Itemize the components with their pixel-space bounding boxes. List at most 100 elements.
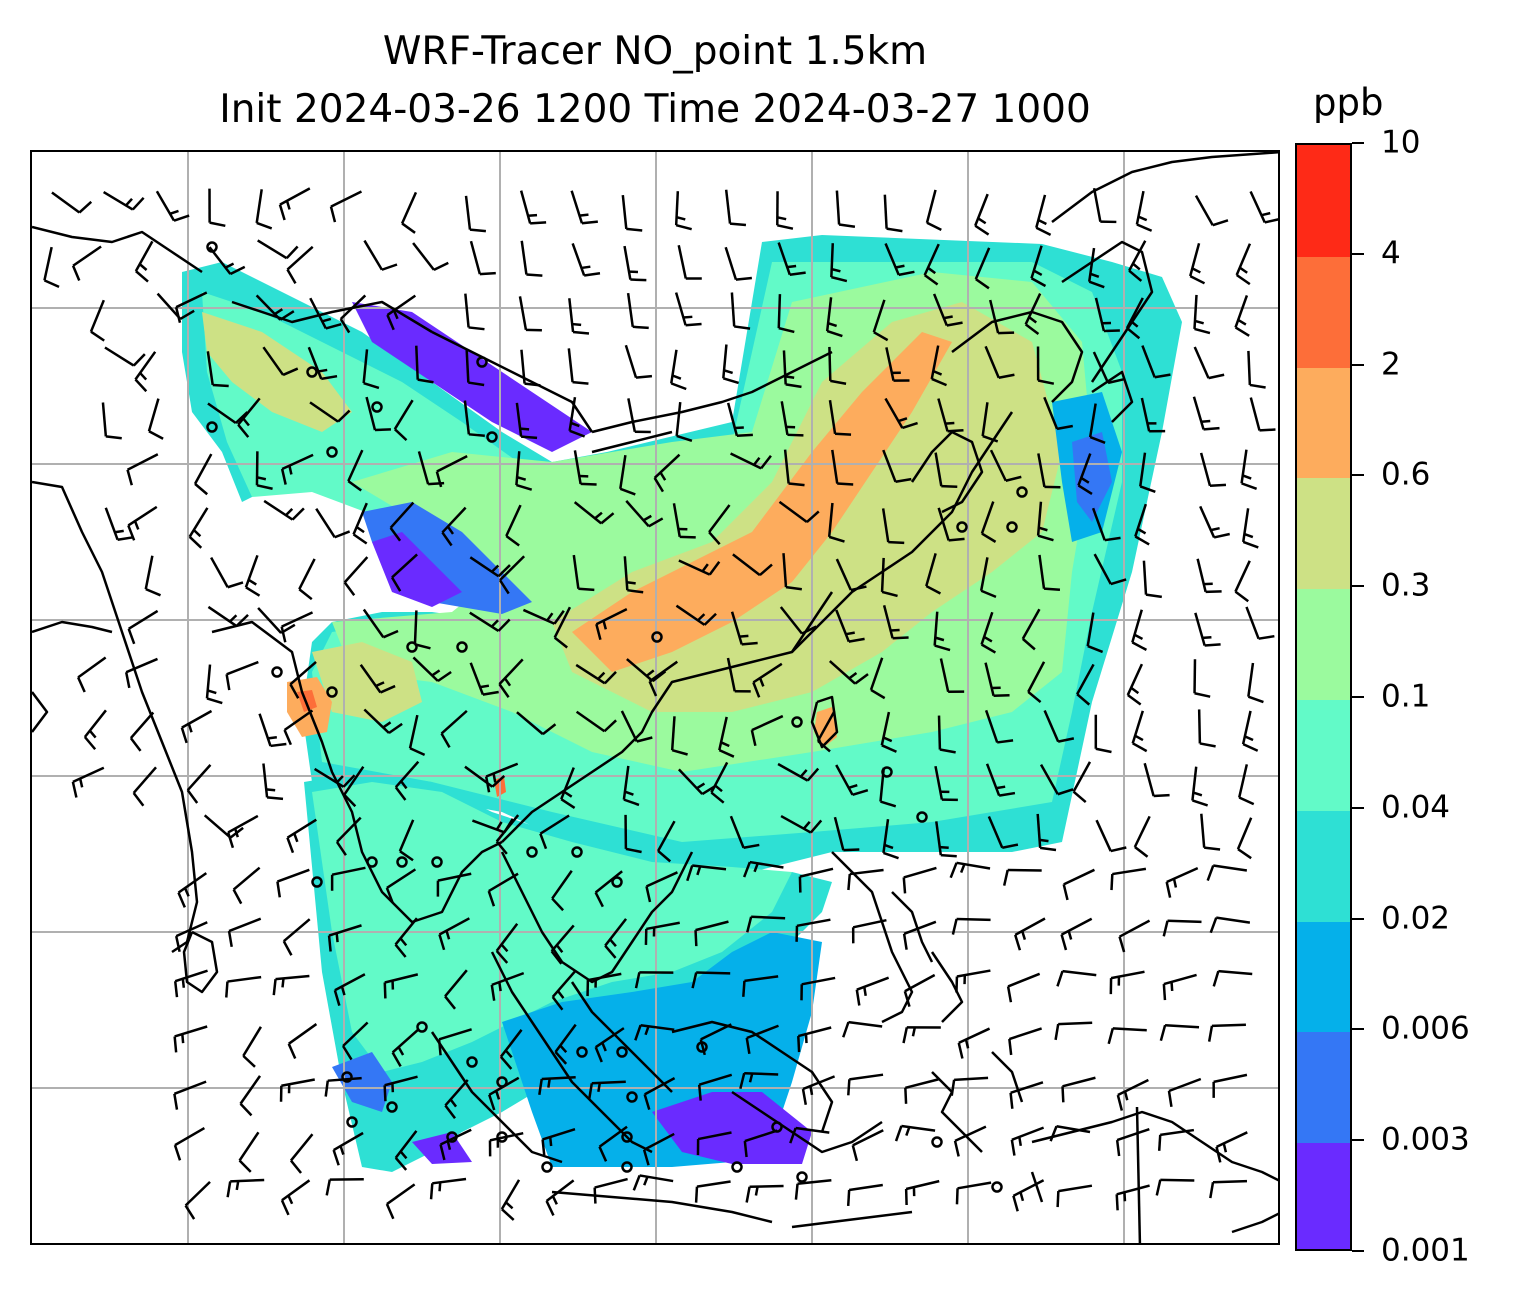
wind-barb xyxy=(363,708,403,735)
colorbar-tick-mark xyxy=(1352,1250,1364,1252)
wind-barb xyxy=(1209,916,1251,934)
wind-barb xyxy=(1189,242,1206,285)
wind-barb xyxy=(394,1130,418,1171)
calm-wind-marker xyxy=(486,431,498,443)
wind-barb xyxy=(653,453,681,493)
wind-barb xyxy=(902,1026,941,1044)
coastline xyxy=(490,951,653,1154)
calm-wind-marker xyxy=(611,876,623,888)
wind-barb xyxy=(632,1174,674,1191)
wind-barb xyxy=(835,764,869,797)
wind-barb xyxy=(627,398,651,434)
wind-barb xyxy=(1088,403,1106,444)
wind-barb xyxy=(935,821,957,858)
wind-barb xyxy=(586,972,622,997)
wind-barb xyxy=(718,716,735,758)
wind-barb xyxy=(500,1179,521,1221)
wind-barb xyxy=(643,1077,676,1111)
colorbar-tick-mark xyxy=(1352,474,1364,477)
map-title-line1: WRF-Tracer NO_point 1.5km xyxy=(382,29,928,74)
wind-barb xyxy=(413,610,431,650)
wind-barb xyxy=(282,918,311,956)
wind-barb xyxy=(678,559,721,576)
wind-barb xyxy=(51,191,93,214)
wind-barb xyxy=(987,816,1019,849)
wind-barb xyxy=(257,239,299,260)
wind-barb xyxy=(1249,191,1278,224)
wind-barb xyxy=(724,246,752,281)
wind-barb xyxy=(242,1026,262,1068)
wind-barb xyxy=(515,451,533,491)
wind-barb xyxy=(672,503,696,539)
colorbar-segment xyxy=(1297,145,1350,257)
wind-barb xyxy=(949,861,991,879)
wind-barb xyxy=(232,866,261,905)
wind-barb xyxy=(129,711,155,752)
colorbar-segment xyxy=(1297,255,1350,368)
wind-barb xyxy=(674,292,702,327)
wind-barb xyxy=(1002,868,1042,886)
wind-barb xyxy=(262,763,284,801)
wind-barb xyxy=(289,1133,314,1174)
coastline xyxy=(671,1020,834,1133)
wind-barb xyxy=(438,917,470,951)
colorbar-tick-mark xyxy=(1352,1139,1364,1142)
wind-barb xyxy=(1143,762,1170,798)
wind-barb xyxy=(363,239,398,271)
wind-barb xyxy=(789,1126,830,1144)
colorbar-tick-label: 0.6 xyxy=(1381,456,1431,493)
wind-barb xyxy=(1194,195,1229,227)
wind-barb xyxy=(1140,397,1166,433)
concentration-region xyxy=(572,332,952,672)
wind-barb xyxy=(739,1071,779,1090)
wind-barb xyxy=(225,975,262,998)
wind-barb xyxy=(879,767,897,808)
wind-barb xyxy=(1165,866,1199,898)
wind-barb xyxy=(498,555,526,595)
calm-wind-marker xyxy=(616,1046,628,1058)
concentration-region xyxy=(312,782,792,1072)
colorbar-tick-label: 0.1 xyxy=(1381,678,1431,715)
wind-barb xyxy=(827,502,845,543)
wind-barb xyxy=(855,976,890,1006)
wind-barb xyxy=(408,714,426,756)
wind-barb xyxy=(1038,554,1061,592)
calm-wind-marker xyxy=(466,1056,478,1068)
wind-barb xyxy=(227,917,262,948)
tracer-concentration-field xyxy=(182,235,1182,1172)
wind-barb xyxy=(1009,1081,1044,1109)
wind-barb xyxy=(782,350,802,389)
coastline xyxy=(951,310,1084,403)
wind-barb xyxy=(391,1028,419,1067)
wind-barb xyxy=(488,1131,524,1157)
concentration-region xyxy=(297,690,317,712)
wind-barb xyxy=(1241,710,1259,752)
wind-barb xyxy=(436,872,472,897)
calm-wind-marker xyxy=(651,631,663,643)
wind-barb xyxy=(126,453,159,486)
wind-barb xyxy=(1043,396,1074,431)
colorbar-tick-mark xyxy=(1352,363,1364,366)
wind-barb xyxy=(386,294,417,331)
wind-barb xyxy=(439,1128,472,1161)
wind-barb xyxy=(835,609,865,643)
wind-barb xyxy=(624,814,642,854)
colorbar-segment xyxy=(1297,1142,1350,1249)
wind-barb xyxy=(1193,346,1225,380)
wind-barb xyxy=(280,611,314,643)
wind-barb xyxy=(156,292,195,320)
wind-barb xyxy=(726,657,751,693)
wind-barb xyxy=(830,243,848,283)
wind-barb xyxy=(570,190,598,225)
wind-barb xyxy=(957,1027,991,1059)
wind-barb xyxy=(484,762,519,793)
wind-barb xyxy=(255,451,273,490)
wind-barb xyxy=(780,814,823,834)
colorbar-segment xyxy=(1297,699,1350,811)
wind-barb xyxy=(238,1131,260,1173)
wind-barb xyxy=(1212,1073,1248,1098)
wind-barb xyxy=(588,1080,626,1100)
wind-barb xyxy=(568,298,590,335)
wind-barb xyxy=(551,870,573,912)
wind-barb xyxy=(1215,1131,1248,1163)
